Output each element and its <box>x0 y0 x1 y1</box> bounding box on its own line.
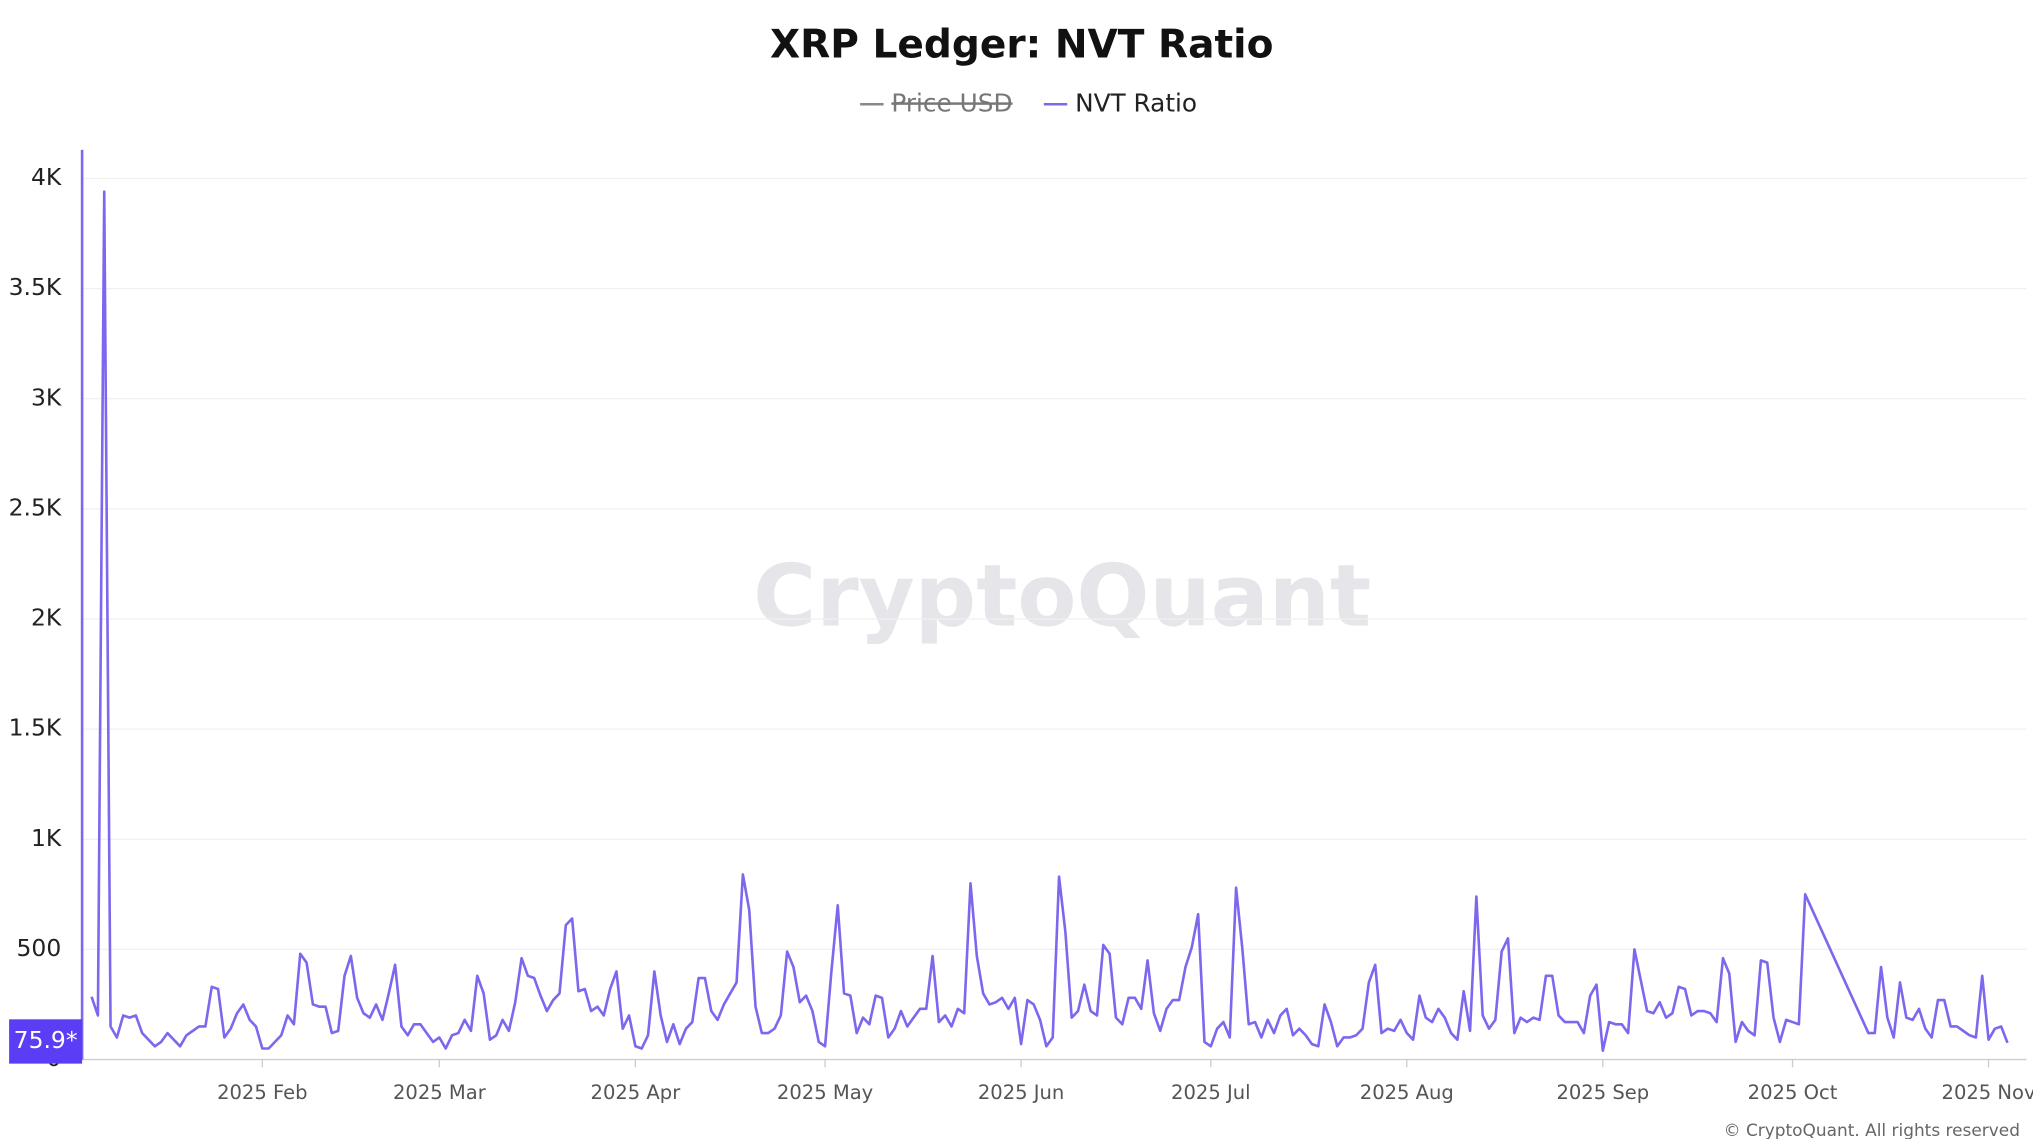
badge-bg <box>9 1019 83 1064</box>
chart-title: XRP Ledger: NVT Ratio <box>770 22 1273 67</box>
y-tick-label: 1K <box>31 824 62 852</box>
y-tick-label: 2K <box>31 604 62 632</box>
line-series <box>90 190 2009 1052</box>
x-tick-label: 2025 Sep <box>1556 1081 1649 1104</box>
x-tick-label: 2025 Nov <box>1942 1081 2033 1104</box>
y-tick-label: 500 <box>17 934 62 962</box>
x-tick-label: 2025 Jul <box>1171 1081 1250 1104</box>
x-tick-label: 2025 Oct <box>1748 1081 1838 1104</box>
legend-label: NVT Ratio <box>1075 88 1197 117</box>
legend-label: Price USD <box>891 88 1012 117</box>
x-tick-label: 2025 Apr <box>591 1081 682 1104</box>
y-tick-label: 2.5K <box>9 493 62 521</box>
y-tick-label: 3.5K <box>9 273 62 301</box>
y-tick-label: 3K <box>31 383 62 411</box>
badge-label: 75.9* <box>14 1026 78 1054</box>
x-tick-label: 2025 Mar <box>393 1081 487 1104</box>
y-tick-label: 1.5K <box>9 714 62 742</box>
last-value-badge: 75.9* <box>9 1019 83 1064</box>
watermark: CryptoQuant <box>753 547 1371 647</box>
y-tick-label: 4K <box>31 163 62 191</box>
credit: © CryptoQuant. All rights reserved <box>1724 1120 2020 1139</box>
x-tick-label: 2025 Aug <box>1360 1081 1454 1104</box>
x-tick-label: 2025 Feb <box>217 1081 308 1104</box>
x-tick-label: 2025 Jun <box>978 1081 1064 1104</box>
x-tick-label: 2025 May <box>777 1081 873 1104</box>
